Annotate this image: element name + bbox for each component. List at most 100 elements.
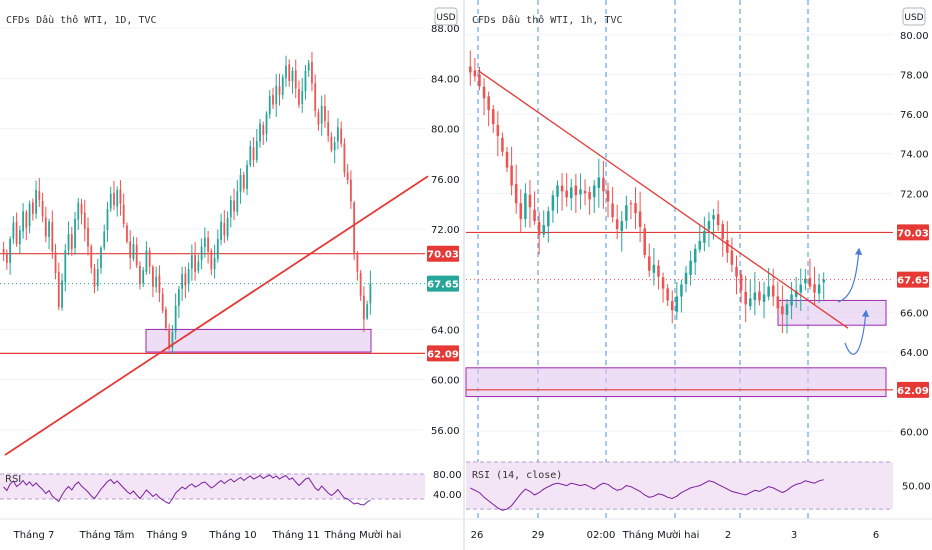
daily-candle [90, 246, 93, 268]
daily-candle [226, 217, 229, 237]
hourly-candle [661, 277, 665, 289]
daily-y-tick-label: 80.00 [431, 125, 460, 136]
daily-y-tick-label: 72.00 [431, 225, 460, 236]
hourly-candle [570, 187, 573, 199]
hourly-candle [730, 250, 734, 265]
hourly-candle [726, 239, 729, 253]
daily-candle [116, 190, 119, 207]
hourly-currency-button[interactable] [902, 7, 926, 26]
daily-last-price-tag: 67.65 [427, 280, 459, 291]
hourly-candle [804, 278, 807, 284]
hourly-candle [491, 109, 495, 124]
hourly-candles [469, 50, 825, 334]
daily-candle [177, 289, 180, 306]
daily-support-zone[interactable] [145, 328, 372, 353]
daily-candles [2, 51, 372, 355]
hourly-candle [496, 124, 500, 136]
daily-rsi-tick: 80.00 [433, 470, 462, 481]
daily-x-tick-label: Tháng Tám [79, 529, 135, 541]
daily-currency-label: USD [436, 13, 455, 23]
daily-candle [353, 202, 356, 253]
daily-trendline[interactable] [4, 175, 429, 456]
daily-candle [12, 222, 15, 239]
hourly-candle [712, 215, 715, 220]
daily-candle [145, 250, 148, 272]
daily-candle [129, 241, 132, 258]
hourly-candle [799, 284, 803, 293]
hourly-support-zone[interactable] [465, 367, 887, 398]
hourly-x-tick-label: 26 [471, 530, 484, 541]
daily-candle [67, 234, 70, 250]
daily-candle [83, 212, 86, 229]
hourly-candle [615, 219, 619, 230]
hourly-x-tick-label: 02:00 [587, 530, 616, 541]
hourly-candle [666, 288, 669, 301]
hourly-trendline[interactable] [477, 69, 849, 329]
daily-candle [255, 141, 258, 160]
daily-candle [61, 280, 63, 308]
hourly-candle [670, 301, 674, 311]
daily-rsi-tick: 40.00 [433, 490, 462, 501]
hourly-forecast-arrow[interactable] [837, 247, 863, 303]
daily-candle [18, 230, 21, 245]
daily-currency-button[interactable] [434, 7, 458, 26]
hourly-level-tag: 62.09 [897, 386, 929, 397]
hourly-candle [790, 294, 793, 306]
hourly-price-levels [466, 231, 893, 391]
hourly-candle [817, 284, 821, 294]
hourly-candle [625, 205, 628, 221]
hourly-candle [542, 225, 545, 235]
daily-candle [239, 174, 242, 192]
hourly-candle [794, 290, 798, 297]
hourly-last-price-tag-bg [897, 271, 929, 288]
hourly-candle [638, 211, 642, 228]
daily-candle [314, 83, 317, 111]
daily-candle [161, 293, 164, 311]
hourly-candle [785, 304, 789, 315]
hourly-candle [634, 203, 637, 214]
daily-candle [171, 331, 174, 348]
hourly-candle [528, 194, 532, 208]
hourly-candle [537, 221, 541, 235]
hourly-demand-zone[interactable] [777, 299, 887, 326]
hourly-candle [703, 231, 706, 243]
daily-candle [142, 270, 145, 284]
daily-candle [158, 275, 161, 294]
hourly-rsi-line [470, 479, 824, 511]
hourly-candle [606, 190, 610, 202]
hourly-forecast-arrow[interactable] [844, 309, 870, 355]
daily-candle [252, 147, 255, 160]
daily-chart-title: CFDs Dầu thô WTI, 1D, TVC [6, 14, 157, 26]
daily-candle [330, 136, 333, 150]
hourly-candle [602, 177, 605, 192]
daily-candle [249, 146, 252, 165]
hourly-candle [565, 190, 568, 198]
daily-y-tick-label: 56.00 [431, 426, 460, 437]
hourly-rsi-tick: 50.00 [902, 482, 931, 493]
daily-candle [9, 239, 12, 263]
daily-candle [57, 272, 60, 307]
daily-candle [320, 105, 323, 124]
daily-candle [5, 254, 8, 263]
hourly-candle [629, 203, 633, 205]
daily-candle [343, 143, 346, 173]
daily-candle [197, 261, 200, 271]
daily-candle [100, 247, 102, 268]
daily-candle [356, 252, 359, 272]
hourly-candle [657, 265, 660, 277]
daily-x-tick-label: Tháng 7 [13, 529, 55, 541]
hourly-x-axis-labels: 26 29 02:00 Tháng Mười hai 2 3 6 [471, 529, 880, 541]
daily-candle [96, 269, 99, 287]
hourly-level-tag: 70.03 [897, 228, 929, 239]
daily-candle [51, 222, 54, 252]
daily-y-tick-label: 84.00 [431, 74, 460, 85]
daily-candle [28, 203, 31, 227]
hourly-zones-layer [465, 299, 887, 398]
hourly-candle [680, 284, 683, 297]
hourly-y-axis-labels: 80.00 78.00 76.00 74.00 72.00 66.00 64.00 60.00 [900, 31, 929, 438]
daily-candle [190, 255, 193, 269]
hourly-x-tick-label: 2 [725, 530, 731, 541]
daily-candle [38, 191, 41, 201]
hourly-candle [781, 306, 784, 315]
daily-rsi-label: RSI [5, 474, 21, 485]
